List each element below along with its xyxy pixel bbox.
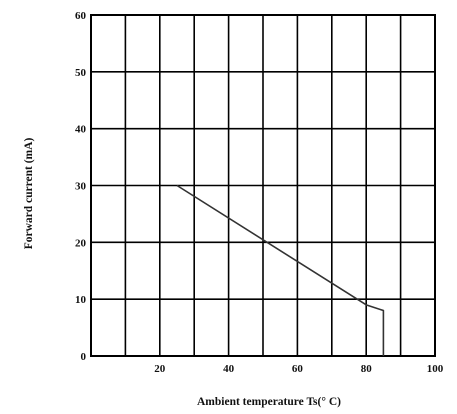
x-tick-label: 100 — [427, 363, 444, 375]
grid — [91, 15, 435, 356]
x-tick-label: 80 — [361, 363, 373, 375]
y-axis-title: Forward current (mA) — [23, 138, 35, 250]
series-layer — [176, 184, 385, 356]
y-tick-labels: 0 10 20 30 40 50 60 — [75, 10, 87, 363]
y-tick-label: 20 — [75, 237, 87, 249]
x-tick-label: 60 — [292, 363, 304, 375]
y-tick-label: 0 — [81, 351, 87, 363]
y-tick-label: 10 — [75, 294, 87, 306]
y-tick-label: 40 — [75, 124, 87, 136]
y-tick-label: 50 — [75, 67, 87, 79]
derating-line — [176, 184, 385, 356]
y-tick-label: 60 — [75, 10, 87, 22]
x-tick-label: 20 — [154, 363, 166, 375]
plot-frame — [90, 14, 436, 357]
x-tick-label: 40 — [223, 363, 235, 375]
x-tick-labels: 20 40 60 80 100 — [154, 363, 443, 375]
x-axis-title: Ambient temperature Ts(° C) — [197, 396, 341, 408]
y-tick-label: 30 — [75, 181, 87, 193]
